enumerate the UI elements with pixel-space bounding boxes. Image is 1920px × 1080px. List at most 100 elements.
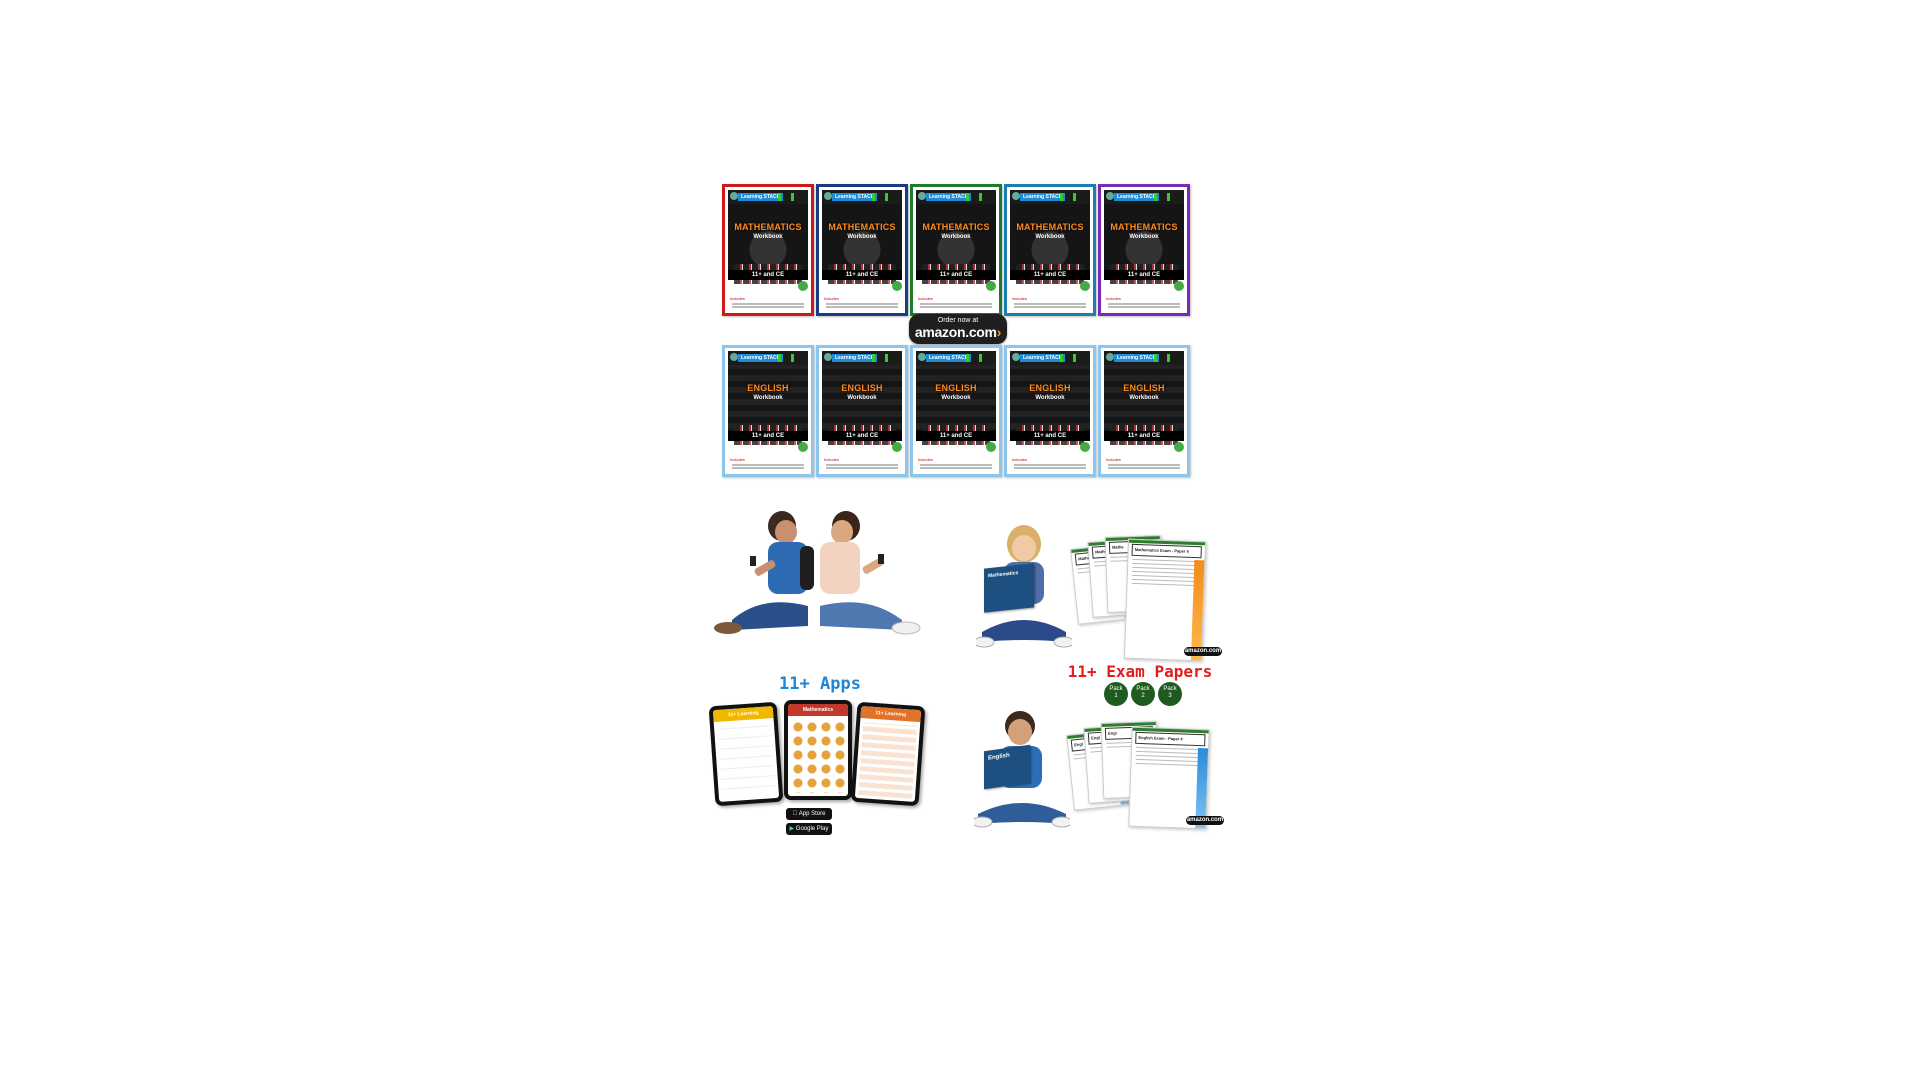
- brand-label: Learning STACK: [832, 354, 878, 362]
- badge-icon: [892, 442, 902, 452]
- brand-label: Learning STACK: [1020, 354, 1066, 362]
- book-tag: Includes: [1106, 457, 1121, 462]
- pack-2-button[interactable]: Pack 2: [1131, 682, 1155, 706]
- maths-workbook-row: Learning STACK MATHEMATICS Workbook 11+ …: [722, 184, 1190, 316]
- brand-label: Learning STACK: [926, 354, 972, 362]
- maths-workbook-cover[interactable]: Learning STACK MATHEMATICS Workbook 11+ …: [816, 184, 908, 316]
- boy-book: English: [984, 744, 1030, 790]
- english-paper-title: English Exam - Paper 4: [1135, 731, 1206, 747]
- pack-3-button[interactable]: Pack 3: [1158, 682, 1182, 706]
- google-play-button[interactable]: ▶ Google Play: [786, 823, 832, 835]
- book-level-band: 11+ and CE: [728, 431, 808, 441]
- exam-papers-heading: 11+ Exam Papers: [1067, 662, 1213, 681]
- book-level-band: 11+ and CE: [1104, 270, 1184, 280]
- brand-logo-icon: [1012, 353, 1020, 361]
- book-level-band: 11+ and CE: [1010, 431, 1090, 441]
- badge-icon: [1080, 281, 1090, 291]
- apple-icon: : [793, 811, 798, 817]
- brand-logo-icon: [918, 353, 926, 361]
- book-tag: Includes: [1012, 296, 1027, 301]
- brand-logo-icon: [918, 192, 926, 200]
- app-tablet-3[interactable]: 11+ Learning: [850, 701, 926, 807]
- maths-workbook-cover[interactable]: Learning STACK MATHEMATICS Workbook 11+ …: [722, 184, 814, 316]
- girl-book-title: Mathematics: [988, 570, 1019, 580]
- book-tag: Includes: [918, 296, 933, 301]
- brand-label: Learning STACK: [738, 193, 784, 201]
- book-title: MATHEMATICS: [1110, 222, 1178, 232]
- badge-icon: [986, 281, 996, 291]
- book-subtitle: Workbook: [753, 395, 783, 401]
- brand-label: Learning STACK: [832, 193, 878, 201]
- badge-icon: [1080, 442, 1090, 452]
- maths-workbook-cover[interactable]: Learning STACK MATHEMATICS Workbook 11+ …: [1004, 184, 1096, 316]
- book-subtitle: Workbook: [1035, 234, 1065, 240]
- badge-icon: [798, 281, 808, 291]
- book-tag: Includes: [918, 457, 933, 462]
- book-title: ENGLISH: [1029, 383, 1071, 393]
- badge-icon: [892, 281, 902, 291]
- book-level-band: 11+ and CE: [1104, 431, 1184, 441]
- badge-icon: [798, 442, 808, 452]
- tablet-screen-title: 11+ Learning: [712, 706, 774, 723]
- brand-label: Learning STACK: [926, 193, 972, 201]
- brand-logo-icon: [1106, 353, 1114, 361]
- book-level-band: 11+ and CE: [1010, 270, 1090, 280]
- math-exam-paper-front[interactable]: Mathematics Exam - Paper 4: [1123, 538, 1207, 662]
- brand-logo-icon: [824, 192, 832, 200]
- book-title: ENGLISH: [841, 383, 883, 393]
- pack-1-button[interactable]: Pack 1: [1104, 682, 1128, 706]
- book-title: ENGLISH: [1123, 383, 1165, 393]
- math-paper-title: Mathematics Exam - Paper 4: [1131, 543, 1202, 559]
- english-workbook-cover[interactable]: Learning STACK ENGLISH Workbook 11+ and …: [816, 345, 908, 477]
- amazon-button-logo-text: amazon.com›: [914, 324, 1002, 340]
- book-subtitle: Workbook: [1129, 234, 1159, 240]
- book-title: MATHEMATICS: [828, 222, 896, 232]
- book-tag: Includes: [1106, 296, 1121, 301]
- book-title: MATHEMATICS: [734, 222, 802, 232]
- brand-logo-icon: [1012, 192, 1020, 200]
- english-workbook-cover[interactable]: Learning STACK ENGLISH Workbook 11+ and …: [1004, 345, 1096, 477]
- book-level-band: 11+ and CE: [822, 270, 902, 280]
- book-tag: Includes: [730, 296, 745, 301]
- english-workbook-cover[interactable]: Learning STACK ENGLISH Workbook 11+ and …: [910, 345, 1002, 477]
- girl-book: Mathematics: [984, 563, 1034, 613]
- app-store-button[interactable]:  App Store: [786, 808, 832, 820]
- app-tablet-1[interactable]: 11+ Learning: [708, 701, 784, 807]
- boy-book-title: English: [988, 752, 1010, 762]
- book-subtitle: Workbook: [847, 234, 877, 240]
- app-tablet-2[interactable]: Mathematics: [784, 700, 852, 800]
- badge-icon: [986, 442, 996, 452]
- book-subtitle: Workbook: [941, 234, 971, 240]
- english-workbook-cover[interactable]: Learning STACK ENGLISH Workbook 11+ and …: [722, 345, 814, 477]
- book-level-band: 11+ and CE: [916, 270, 996, 280]
- english-exam-paper-front[interactable]: English Exam - Paper 4: [1128, 726, 1210, 830]
- book-title: ENGLISH: [747, 383, 789, 393]
- brand-label: Learning STACK: [1114, 193, 1160, 201]
- maths-workbook-cover[interactable]: Learning STACK MATHEMATICS Workbook 11+ …: [1098, 184, 1190, 316]
- amazon-button-small-text: Order now at: [937, 317, 979, 324]
- teens-with-phones-photo: [714, 511, 921, 635]
- badge-icon: [1174, 281, 1184, 291]
- tablet-screen-title: 11+ Learning: [860, 706, 922, 723]
- book-level-band: 11+ and CE: [822, 431, 902, 441]
- brand-logo-icon: [730, 192, 738, 200]
- brand-logo-icon: [824, 353, 832, 361]
- book-subtitle: Workbook: [941, 395, 971, 401]
- order-on-amazon-button[interactable]: Order now at amazon.com›: [909, 314, 1007, 344]
- book-title: ENGLISH: [935, 383, 977, 393]
- book-tag: Includes: [730, 457, 745, 462]
- book-tag: Includes: [824, 296, 839, 301]
- book-title: MATHEMATICS: [922, 222, 990, 232]
- maths-workbook-cover[interactable]: Learning STACK MATHEMATICS Workbook 11+ …: [910, 184, 1002, 316]
- brand-logo-icon: [730, 353, 738, 361]
- amazon-mini-logo[interactable]: amazon.com: [1186, 816, 1224, 825]
- apps-heading: 11+ Apps: [779, 674, 861, 694]
- book-tag: Includes: [824, 457, 839, 462]
- brand-label: Learning STACK: [1020, 193, 1066, 201]
- brand-label: Learning STACK: [1114, 354, 1160, 362]
- badge-icon: [1174, 442, 1184, 452]
- english-workbook-cover[interactable]: Learning STACK ENGLISH Workbook 11+ and …: [1098, 345, 1190, 477]
- brand-logo-icon: [1106, 192, 1114, 200]
- book-subtitle: Workbook: [753, 234, 783, 240]
- amazon-mini-logo[interactable]: amazon.com: [1184, 647, 1222, 656]
